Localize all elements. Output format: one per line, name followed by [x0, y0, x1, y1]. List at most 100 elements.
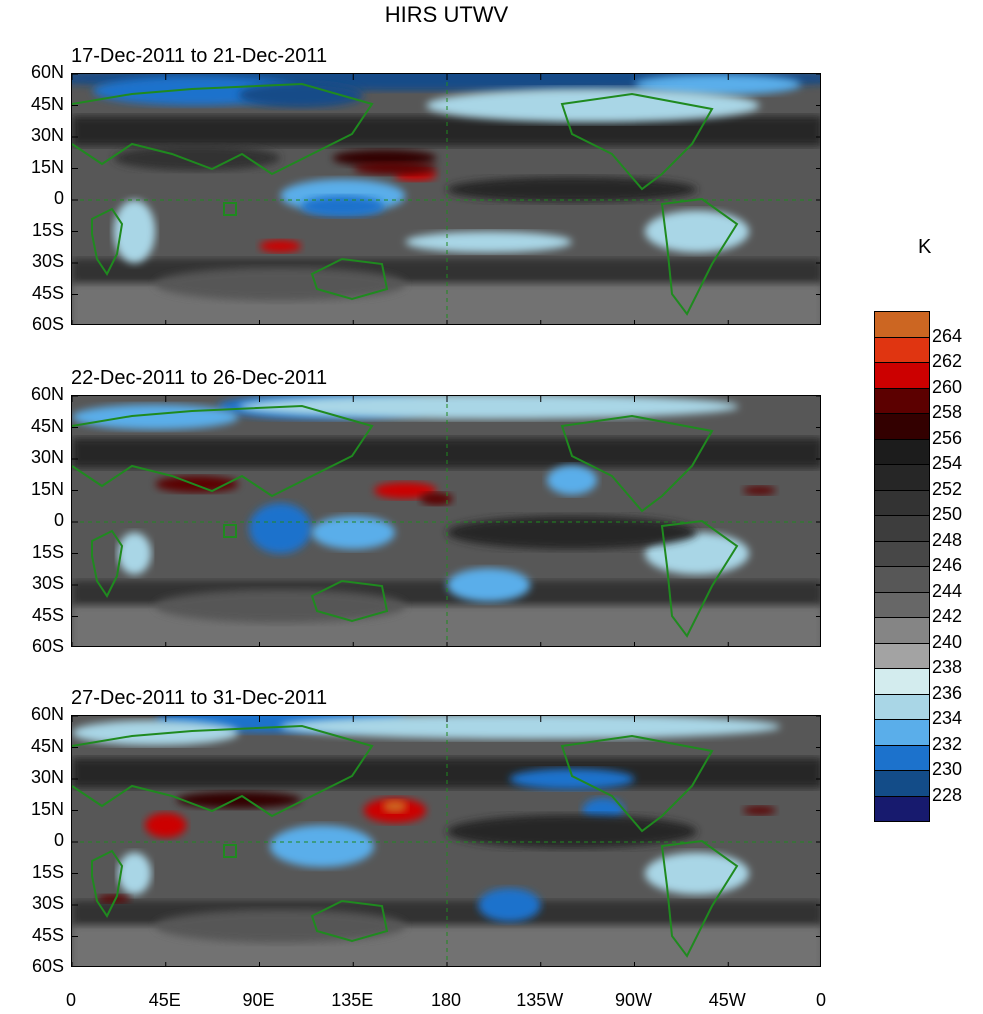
field-contour — [113, 145, 281, 171]
lat-tick-label: 60S — [31, 314, 64, 334]
colorbar-label: 246 — [932, 555, 963, 575]
colorbar-label: 256 — [932, 427, 963, 448]
colorbar-label: 248 — [932, 529, 963, 550]
lon-tick-label: 135E — [331, 990, 374, 1010]
panel-subtitle: 17-Dec-2011 to 21-Dec-2011 — [71, 45, 328, 67]
colorbar-label: 232 — [932, 733, 963, 754]
field-contour — [426, 88, 760, 123]
colorbar-swatch — [875, 720, 929, 746]
field-contour — [155, 267, 406, 301]
colorbar-label: 230 — [932, 759, 963, 779]
coastlines — [72, 724, 739, 958]
figure-title: HIRS UTWV — [384, 2, 509, 27]
colorbar-swatch — [875, 439, 929, 465]
field-contour — [447, 814, 697, 849]
lat-tick-label: 15N — [30, 478, 64, 499]
colorbar-swatch — [875, 771, 929, 797]
colorbar-swatch — [875, 312, 929, 338]
colorbar — [874, 311, 930, 822]
lat-tick-label: 60N — [30, 384, 64, 404]
field-contour — [644, 210, 750, 253]
lat-tick-label: 15S — [31, 541, 64, 562]
colorbar-swatch — [875, 363, 929, 389]
field-contour — [144, 812, 187, 838]
lat-tick-label: 15S — [31, 861, 64, 882]
lat-tick-label: 15N — [30, 156, 64, 177]
lat-tick-label: 30S — [31, 251, 64, 271]
lat-tick-label: 60S — [31, 956, 64, 976]
field-contour — [644, 852, 750, 895]
colorbar-swatch — [875, 516, 929, 542]
colorbar-label: 252 — [932, 478, 963, 499]
field-contour — [280, 716, 781, 740]
colorbar-swatch — [875, 796, 929, 821]
colorbar-swatch — [875, 592, 929, 618]
lat-tick-label: 60N — [30, 704, 64, 724]
lat-tick-label: 15N — [30, 798, 64, 819]
lat-tick-label: 30S — [31, 573, 64, 593]
field-contour — [269, 825, 375, 868]
field-contour — [117, 532, 152, 575]
field-contour — [72, 404, 239, 430]
field-contour — [447, 568, 531, 602]
colorbar-swatch — [875, 618, 929, 644]
lat-tick-label: 45S — [31, 924, 64, 945]
field-contour — [447, 515, 697, 550]
lat-tick-label: 45S — [31, 604, 64, 625]
colorbar-swatch — [875, 745, 929, 771]
colorbar-swatch — [875, 567, 929, 593]
field-contour — [419, 492, 454, 506]
lat-tick-label: 30N — [30, 767, 64, 787]
lat-tick-label: 15S — [31, 219, 64, 240]
colorbar-swatch — [875, 669, 929, 695]
field-contour — [311, 515, 395, 550]
coastlines — [72, 82, 739, 316]
lat-tick-label: 30N — [30, 447, 64, 467]
lat-tick-label: 30S — [31, 893, 64, 913]
colorbar-swatch — [875, 541, 929, 567]
lon-tick-label: 0 — [65, 990, 76, 1010]
field-contour — [353, 162, 437, 175]
field-contour — [113, 200, 156, 263]
colorbar-swatch — [875, 465, 929, 491]
field-contour — [259, 239, 302, 253]
lon-tick-label: 45W — [708, 990, 746, 1010]
field-contour — [644, 532, 750, 575]
colorbar-unit: K — [918, 236, 932, 258]
lat-tick-label: 30N — [30, 125, 64, 145]
field-contour — [382, 800, 408, 813]
field-contour — [547, 465, 597, 495]
field-contour — [155, 909, 406, 943]
field-contour — [742, 486, 777, 495]
lat-tick-label: 0 — [53, 830, 64, 850]
field-contour — [447, 176, 697, 203]
colorbar-label: 258 — [932, 402, 963, 422]
field-contour — [478, 888, 541, 922]
lat-tick-label: 45N — [30, 735, 64, 756]
field-contour — [301, 195, 385, 217]
lon-tick-label: 90W — [614, 990, 652, 1010]
colorbar-swatch — [875, 694, 929, 720]
lat-tick-label: 45N — [30, 93, 64, 114]
colorbar-swatch — [875, 490, 929, 516]
colorbar-label: 240 — [932, 631, 963, 652]
lat-tick-label: 60S — [31, 636, 64, 656]
field-contour — [374, 482, 437, 499]
colorbar-label: 260 — [932, 376, 963, 397]
colorbar-swatch — [875, 643, 929, 669]
field-contour — [742, 806, 777, 815]
colorbar-label: 264 — [932, 325, 963, 346]
map-panel-3 — [71, 715, 821, 967]
colorbar-swatch — [875, 414, 929, 440]
field-contour — [176, 791, 302, 809]
lat-tick-label: 60N — [30, 62, 64, 82]
panel-subtitle: 27-Dec-2011 to 31-Dec-2011 — [71, 687, 328, 709]
lon-tick-label: 0 — [815, 990, 826, 1010]
field-contour — [97, 894, 131, 903]
map-panel-1 — [71, 73, 821, 325]
map-panel-2 — [71, 395, 821, 647]
lon-tick-label: 135W — [516, 990, 564, 1010]
lon-tick-label: 45E — [148, 990, 181, 1010]
field-contour — [238, 82, 364, 108]
lat-tick-label: 45S — [31, 282, 64, 303]
